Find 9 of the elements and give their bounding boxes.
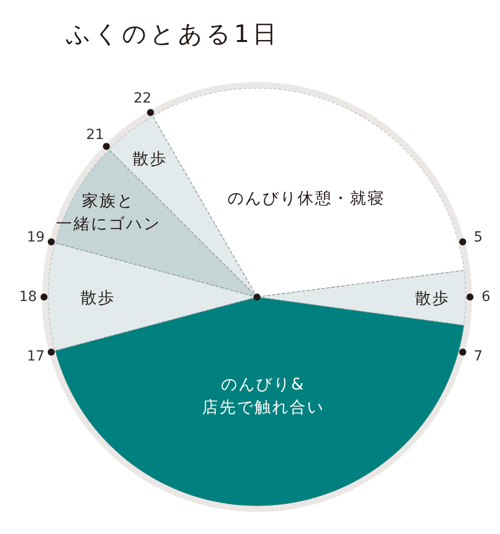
hour-label: 17: [26, 348, 45, 364]
hour-label: 18: [19, 289, 37, 305]
hour-label: 6: [482, 289, 490, 305]
hour-label: 21: [86, 127, 104, 144]
title: ふくのとある1日: [66, 20, 280, 48]
hour-label: 7: [474, 348, 483, 364]
hour-label: 19: [26, 230, 45, 246]
hour-label: 22: [134, 90, 152, 107]
hour-label: 5: [474, 230, 483, 246]
